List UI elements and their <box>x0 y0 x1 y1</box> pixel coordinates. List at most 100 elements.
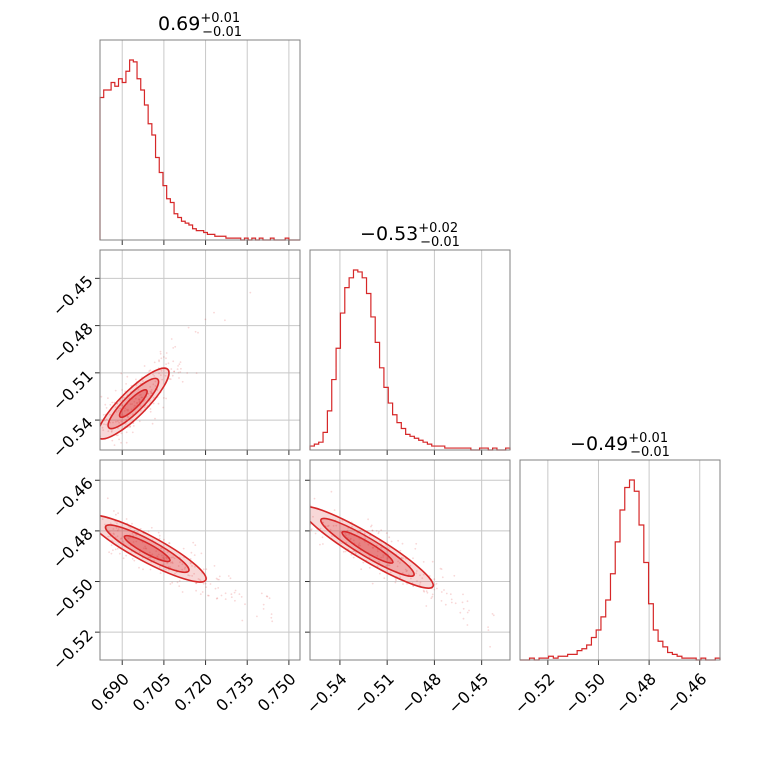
scatter-point <box>104 403 107 406</box>
scatter-point <box>158 359 160 362</box>
scatter-point <box>399 549 402 552</box>
scatter-point <box>160 369 163 372</box>
scatter-point <box>396 565 399 568</box>
y-tick-label: −0.48 <box>49 319 97 367</box>
scatter-point <box>154 417 156 420</box>
scatter-point <box>134 397 137 400</box>
scatter-point <box>368 566 371 569</box>
scatter-point <box>238 593 241 595</box>
scatter-point <box>126 375 129 378</box>
scatter-point <box>36 495 38 497</box>
scatter-point <box>156 556 159 558</box>
contour-level-3 <box>118 389 148 419</box>
scatter-point <box>113 444 116 446</box>
scatter-point <box>117 434 119 437</box>
scatter-point <box>162 356 165 358</box>
panel-frame <box>99 459 301 661</box>
scatter-point <box>355 551 357 554</box>
scatter-point <box>335 524 338 527</box>
scatter-point <box>388 536 391 539</box>
scatter-point <box>414 547 417 550</box>
scatter-point <box>440 568 443 570</box>
y-tick-label: −0.51 <box>49 366 97 414</box>
scatter-point <box>170 556 173 559</box>
panel-frame <box>99 249 301 451</box>
scatter-point <box>352 556 355 559</box>
scatter-point <box>152 383 155 386</box>
histogram-series <box>520 479 721 661</box>
scatter-point <box>433 578 436 580</box>
scatter-point <box>120 432 123 435</box>
scatter-point <box>179 371 182 373</box>
scatter-point <box>158 537 161 540</box>
scatter-point <box>298 498 300 500</box>
scatter-point <box>108 551 110 554</box>
scatter-point <box>191 565 193 567</box>
scatter-point <box>364 537 367 540</box>
scatter-point <box>148 556 151 559</box>
scatter-point <box>162 406 165 409</box>
scatter-point <box>286 513 288 515</box>
scatter-point <box>332 524 335 527</box>
scatter-point <box>178 363 181 366</box>
scatter-point <box>129 527 132 529</box>
scatter-point <box>120 538 122 540</box>
scatter-point <box>161 554 163 557</box>
scatter-point <box>169 566 172 569</box>
scatter-point <box>85 515 87 517</box>
scatter-point <box>179 561 181 564</box>
scatter-point <box>114 406 117 408</box>
scatter-point <box>431 593 434 596</box>
scatter-point <box>154 385 157 387</box>
scatter-point <box>306 502 308 504</box>
scatter-point <box>262 603 265 606</box>
scatter-point <box>119 407 121 410</box>
scatter-point <box>104 523 106 526</box>
scatter-point <box>363 532 366 535</box>
scatter-point <box>181 568 184 571</box>
scatter-point <box>150 526 153 529</box>
scatter-point <box>419 574 421 577</box>
scatter-point <box>147 530 150 533</box>
scatter-point <box>136 402 139 404</box>
scatter-point <box>119 400 122 403</box>
scatter-point <box>118 421 120 424</box>
scatter-point <box>137 388 140 391</box>
scatter-point <box>133 529 136 532</box>
scatter-point <box>233 591 236 594</box>
scatter-point <box>152 402 155 405</box>
title-upper-error: +0.01 <box>200 11 240 26</box>
scatter-point <box>491 613 494 615</box>
scatter-point <box>143 365 146 367</box>
scatter-point <box>163 558 166 561</box>
x-tick-label: −0.51 <box>350 669 398 717</box>
scatter-point <box>400 557 403 559</box>
scatter-point <box>331 535 333 537</box>
scatter-point <box>148 551 151 554</box>
scatter-point <box>191 443 193 445</box>
scatter-point <box>376 550 379 553</box>
scatter-point <box>109 522 112 525</box>
scatter-point <box>96 447 98 449</box>
scatter-point <box>385 532 388 534</box>
y-tick-label: −0.52 <box>49 626 97 674</box>
scatter-point <box>262 608 265 610</box>
scatter-point <box>192 541 195 544</box>
scatter-point <box>412 585 415 587</box>
scatter-point <box>171 562 174 565</box>
scatter-point <box>166 562 169 565</box>
contour-level-2 <box>107 377 160 430</box>
contour-level-2 <box>320 517 415 578</box>
scatter-point <box>55 487 57 489</box>
scatter-point <box>119 552 121 555</box>
scatter-point <box>97 389 99 391</box>
scatter-point <box>397 539 399 542</box>
scatter-point <box>462 617 465 620</box>
scatter-point <box>462 607 465 610</box>
scatter-point <box>144 545 147 548</box>
scatter-point <box>306 537 308 539</box>
scatter-point <box>293 499 295 501</box>
scatter-point <box>177 365 180 367</box>
scatter-point <box>388 564 391 567</box>
